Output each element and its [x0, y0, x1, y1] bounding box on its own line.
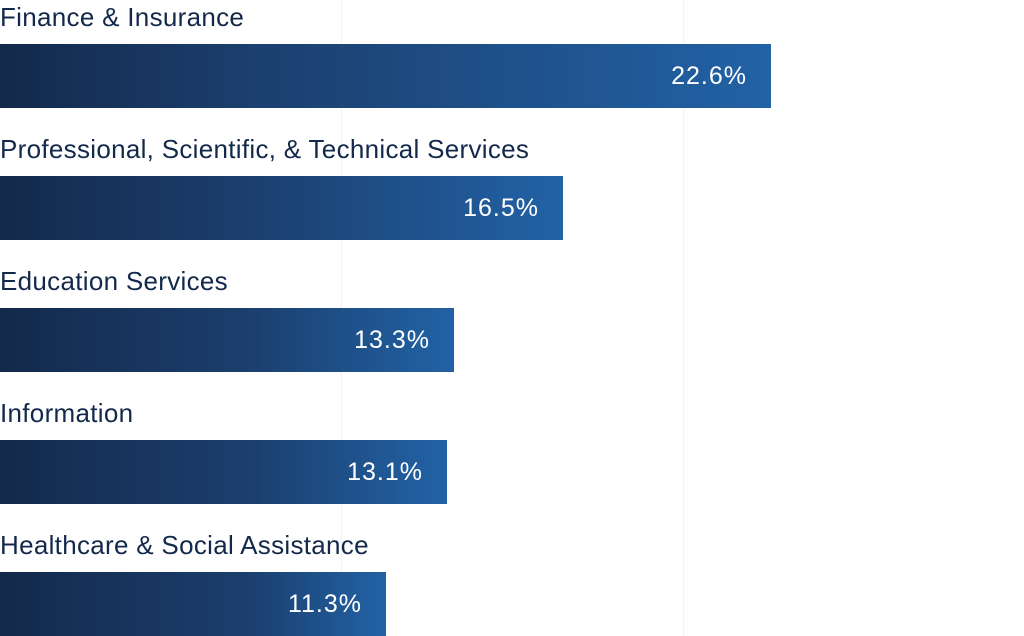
bar: 22.6%	[0, 44, 771, 108]
category-label: Finance & Insurance	[0, 2, 245, 32]
bar: 13.1%	[0, 440, 447, 504]
category-label: Education Services	[0, 266, 228, 296]
data-label: 11.3%	[287, 590, 362, 618]
category-label: Information	[0, 398, 134, 428]
category-label: Healthcare & Social Assistance	[0, 530, 369, 560]
data-label: 13.1%	[347, 458, 423, 486]
data-label: 22.6%	[671, 62, 747, 90]
bar: 16.5%	[0, 176, 563, 240]
bar: 13.3%	[0, 308, 454, 372]
category-label: Professional, Scientific, & Technical Se…	[0, 134, 530, 164]
gridline	[683, 0, 684, 636]
data-label: 16.5%	[463, 194, 539, 222]
data-label: 13.3%	[354, 326, 430, 354]
bar: 11.3%	[0, 572, 386, 636]
